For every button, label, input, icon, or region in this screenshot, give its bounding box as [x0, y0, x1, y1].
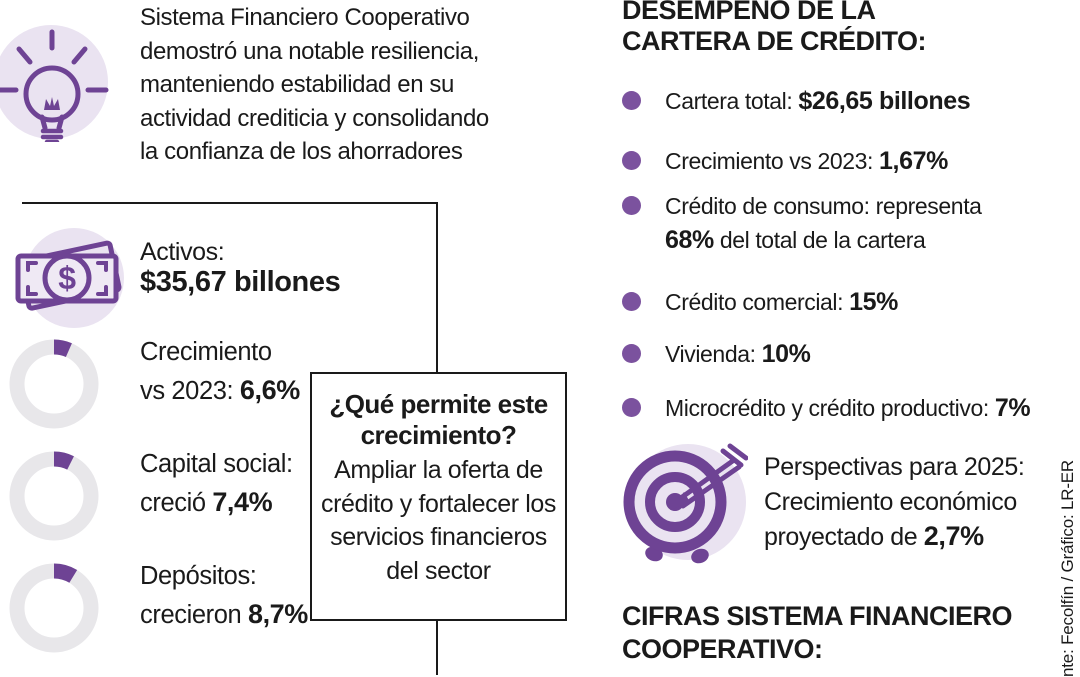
question-box: ¿Qué permite este crecimiento? Ampliar l… — [310, 372, 567, 621]
donut-label-line: creció 7,4% — [140, 483, 293, 522]
intro-line: actividad crediticia y consolidando — [140, 104, 489, 132]
donut-label-line: crecieron 8,7% — [140, 595, 308, 634]
bullet-text: Microcrédito y crédito productivo: 7% — [665, 391, 1031, 425]
question-box-body-line: servicios financieros — [330, 523, 547, 551]
text-segment: proyectado de — [764, 523, 924, 551]
target-dartboard-icon — [623, 443, 748, 564]
bullet-text-line: Vivienda: 10% — [665, 337, 811, 371]
cifras-title-line: CIFRAS SISTEMA FINANCIERO — [622, 601, 1013, 631]
text-segment: Microcrédito y crédito productivo: — [665, 395, 995, 421]
cartera-bullet-item: Crédito de consumo: representa 68% del to… — [622, 189, 982, 257]
cartera-title-line: CARTERA DE CRÉDITO: — [622, 26, 927, 56]
text-segment: creció — [140, 489, 213, 517]
cartera-bullet-item: Vivienda: 10% — [622, 337, 811, 371]
activos-value: $35,67 billones — [140, 266, 341, 298]
cifras-title-line: COOPERATIVO: — [622, 634, 823, 664]
donut-label: Crecimiento vs 2023: 6,6% — [140, 333, 300, 410]
bullet-icon — [622, 398, 641, 417]
value-bold: 68% — [665, 226, 714, 254]
bullet-text: Vivienda: 10% — [665, 337, 811, 371]
donut-label-line: Capital social: — [140, 450, 293, 478]
value-bold: 6,6% — [239, 375, 300, 405]
source-credit: nte: Fecolfín / Gráfico: LR-ER — [1058, 460, 1077, 677]
text-segment: Crédito comercial: — [665, 289, 850, 315]
donut-chart — [8, 338, 100, 430]
bullet-icon — [622, 151, 641, 170]
text-segment: Crédito de consumo: representa — [665, 193, 982, 219]
bullet-text-line: Cartera total: $26,65 billones — [665, 84, 971, 118]
question-box-title: ¿Qué permite este — [329, 389, 548, 419]
donut-chart — [8, 562, 100, 654]
intro-paragraph: Sistema Financiero Cooperativo demostró … — [140, 1, 489, 169]
bullet-text-line: Crédito de consumo: representa — [665, 189, 982, 223]
cartera-bullet-item: Crédito comercial: 15% — [622, 285, 898, 319]
bullet-text: Crecimiento vs 2023: 1,67% — [665, 144, 948, 178]
text-segment: del total de la cartera — [713, 227, 926, 253]
money-banknote-icon: $ — [15, 228, 124, 328]
donut-label: Capital social: creció 7,4% — [140, 445, 293, 522]
perspectivas-text: Perspectivas para 2025: Crecimiento econó… — [764, 450, 1025, 555]
bullet-text-line: Crédito comercial: 15% — [665, 285, 898, 319]
value-bold: 7% — [994, 394, 1031, 422]
intro-line: demostró una notable resiliencia, — [140, 37, 480, 65]
value-bold: 2,7% — [923, 521, 984, 551]
bullet-text: Crédito de consumo: representa 68% del to… — [665, 189, 982, 257]
lightbulb-icon — [0, 25, 109, 142]
bullet-text: Crédito comercial: 15% — [665, 285, 898, 319]
activos-label: Activos: — [140, 238, 225, 266]
cartera-bullet-item: Cartera total: $26,65 billones — [622, 84, 971, 118]
text-segment: Cartera total: — [665, 88, 799, 114]
question-box-body-line: del sector — [386, 556, 491, 585]
value-bold: 1,67% — [879, 147, 948, 175]
text-segment: Perspectivas para 2025: — [764, 453, 1025, 481]
value-bold: $26,65 billones — [798, 87, 971, 115]
text-segment: Vivienda: — [665, 341, 762, 367]
connector-line-vertical-bottom — [436, 618, 438, 675]
connector-line-horizontal — [22, 202, 438, 204]
bullet-icon — [622, 196, 641, 215]
bullet-icon — [622, 292, 641, 311]
connector-line-vertical-top — [436, 202, 438, 374]
bullet-text: Cartera total: $26,65 billones — [665, 84, 971, 118]
value-bold: 15% — [849, 288, 898, 316]
value-bold: 10% — [761, 340, 811, 368]
text-segment: Crecimiento vs 2023: — [665, 148, 880, 174]
cifras-section-title: CIFRAS SISTEMA FINANCIERO COOPERATIVO: — [622, 600, 1013, 666]
cartera-bullet-item: Microcrédito y crédito productivo: 7% — [622, 391, 1031, 425]
intro-line: manteniendo estabilidad en su — [140, 71, 454, 98]
donut-chart — [8, 450, 100, 542]
intro-line: la confianza de los ahorradores — [140, 138, 463, 165]
text-segment: crecieron — [140, 601, 248, 629]
question-box-title: crecimiento? — [360, 420, 517, 450]
text-segment: Crecimiento económico — [764, 487, 1017, 516]
perspectivas-line: proyectado de 2,7% — [764, 519, 1024, 555]
value-bold: 8,7% — [247, 599, 308, 629]
value-bold: 7,4% — [212, 487, 273, 517]
perspectivas-line: Crecimiento económico — [764, 485, 1024, 520]
cartera-title-line: DESEMPEÑO DE LA — [622, 0, 876, 25]
donut-label-line: Crecimiento — [140, 338, 272, 366]
svg-text:$: $ — [58, 260, 76, 296]
bullet-icon — [622, 344, 641, 363]
bullet-icon — [622, 91, 641, 110]
perspectivas-line: Perspectivas para 2025: — [764, 450, 1025, 485]
bullet-text-line: Crecimiento vs 2023: 1,67% — [665, 144, 948, 178]
cartera-bullet-list: Cartera total: $26,65 billones Crecimient… — [622, 0, 1080, 440]
bullet-text-line: Microcrédito y crédito productivo: 7% — [665, 391, 1031, 425]
donut-label-line: Depósitos: — [140, 562, 257, 590]
text-segment: vs 2023: — [140, 377, 240, 405]
cartera-bullet-item: Crecimiento vs 2023: 1,67% — [622, 144, 948, 178]
question-box-body-line: crédito y fortalecer los — [321, 489, 556, 518]
question-box-body-line: Ampliar la oferta de — [334, 456, 543, 484]
bullet-text-line: 68% del total de la cartera — [665, 223, 982, 257]
donut-label-line: vs 2023: 6,6% — [140, 371, 300, 410]
intro-line: Sistema Financiero Cooperativo — [140, 4, 470, 31]
cartera-section-title: DESEMPEÑO DE LA CARTERA DE CRÉDITO: — [622, 0, 927, 57]
donut-label: Depósitos: crecieron 8,7% — [140, 557, 308, 634]
